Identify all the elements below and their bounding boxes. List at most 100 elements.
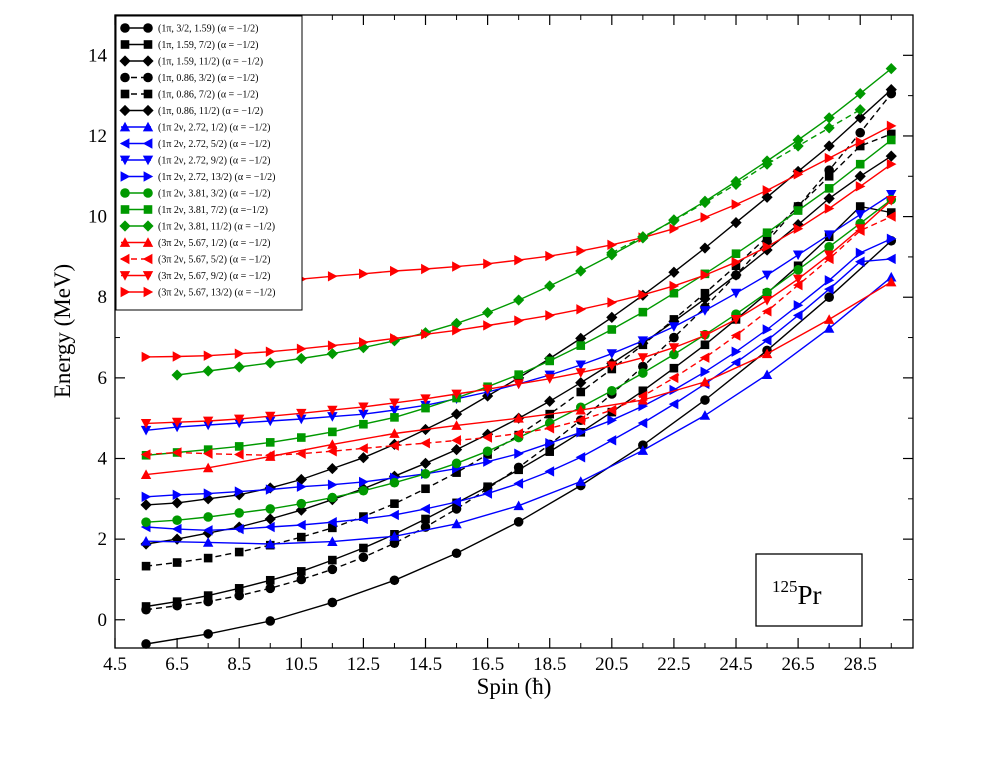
data-point	[731, 249, 741, 258]
legend-label: (1π 2ν, 2.72, 5/2) (α = −1/2)	[158, 139, 270, 150]
legend-marker	[120, 89, 130, 99]
data-point	[389, 398, 400, 409]
data-point	[545, 447, 555, 456]
data-point	[203, 596, 213, 607]
data-point	[699, 376, 711, 387]
data-point	[451, 458, 462, 469]
data-point	[172, 351, 183, 362]
data-point	[606, 435, 617, 446]
y-tick-label: 0	[98, 610, 108, 631]
legend-entry: (1π 2ν, 2.72, 13/2) (α = −1/2)	[120, 171, 275, 183]
legend-marker	[142, 55, 154, 67]
data-point	[886, 253, 896, 265]
legend-entry: (1π 2ν, 2.72, 1/2) (α = −1/2)	[119, 121, 270, 134]
data-point	[886, 120, 897, 132]
data-point	[327, 271, 338, 282]
data-point	[855, 210, 866, 220]
data-point	[607, 325, 617, 334]
series-18	[296, 120, 897, 285]
data-point	[730, 357, 741, 368]
legend-entry: (1π, 1.59, 11/2) (α = −1/2)	[119, 55, 263, 68]
data-point	[886, 196, 897, 206]
data-point	[265, 616, 276, 626]
data-point	[482, 446, 493, 457]
data-point	[513, 478, 524, 489]
data-point	[575, 404, 586, 415]
data-point	[514, 370, 523, 379]
data-point	[202, 448, 213, 459]
data-point	[544, 280, 556, 292]
data-point	[265, 583, 276, 594]
y-tick-label: 2	[98, 529, 108, 550]
data-point	[295, 504, 307, 516]
data-point	[295, 352, 307, 365]
legend-marker	[143, 72, 153, 83]
data-point	[202, 365, 214, 377]
legend-marker	[120, 286, 131, 298]
data-point	[140, 425, 152, 436]
nucleus-label-frame	[755, 553, 863, 627]
data-point	[575, 265, 587, 277]
data-point	[234, 348, 245, 359]
data-point	[327, 492, 338, 503]
legend-marker	[120, 23, 130, 33]
data-point	[792, 279, 803, 291]
y-tick-label: 8	[98, 287, 108, 308]
data-point	[203, 512, 213, 522]
legend-entry: (1π, 0.86, 3/2) (α = −1/2)	[120, 72, 258, 84]
data-point	[171, 417, 183, 428]
data-point	[668, 343, 680, 353]
data-point	[638, 386, 648, 396]
data-point	[855, 159, 865, 169]
x-tick-label: 12.5	[347, 654, 380, 675]
data-point	[203, 445, 213, 454]
data-point	[172, 489, 183, 500]
legend-marker	[119, 271, 131, 281]
data-point	[171, 533, 183, 545]
data-point	[699, 331, 711, 341]
data-point	[731, 270, 741, 280]
data-point	[358, 443, 368, 454]
legend-marker	[143, 23, 153, 33]
legend-marker	[120, 72, 130, 83]
data-point	[823, 283, 834, 295]
data-point	[886, 135, 896, 145]
legend-label: (3π 2ν, 5.67, 5/2) (α = −1/2)	[158, 255, 270, 266]
data-point	[637, 353, 649, 363]
data-point	[699, 410, 711, 420]
data-point	[296, 574, 307, 585]
data-point	[451, 496, 461, 508]
data-point	[793, 206, 803, 215]
legend-entry: (3π 2ν, 5.67, 1/2) (α = −1/2)	[119, 237, 270, 249]
data-point	[450, 408, 463, 420]
data-point	[637, 336, 649, 346]
x-axis-title: Spin (ħ)	[477, 674, 552, 699]
data-point	[203, 488, 214, 499]
data-point	[357, 452, 370, 464]
data-point	[141, 517, 151, 528]
data-point	[607, 297, 618, 308]
data-point	[233, 361, 245, 373]
data-point	[513, 412, 524, 423]
data-point	[700, 269, 711, 281]
nucleus-symbol: Pr	[798, 580, 822, 610]
data-point	[390, 265, 400, 277]
data-point	[576, 341, 586, 350]
data-point	[824, 152, 835, 164]
data-point	[854, 170, 866, 182]
y-axis-title: Energy (MeV)	[50, 264, 75, 398]
data-point	[513, 500, 524, 511]
data-point	[855, 127, 866, 138]
data-point	[328, 427, 337, 437]
data-point	[885, 83, 897, 96]
data-point	[668, 398, 679, 410]
data-point	[421, 514, 430, 524]
legend-label: (1π, 0.86, 7/2) (α = −1/2)	[158, 90, 258, 101]
data-point	[202, 537, 214, 547]
data-point	[203, 629, 213, 639]
series-7	[140, 271, 897, 549]
data-point	[140, 535, 152, 546]
x-tick-label: 14.5	[409, 654, 442, 675]
legend-marker	[143, 205, 153, 214]
data-point	[389, 538, 400, 548]
